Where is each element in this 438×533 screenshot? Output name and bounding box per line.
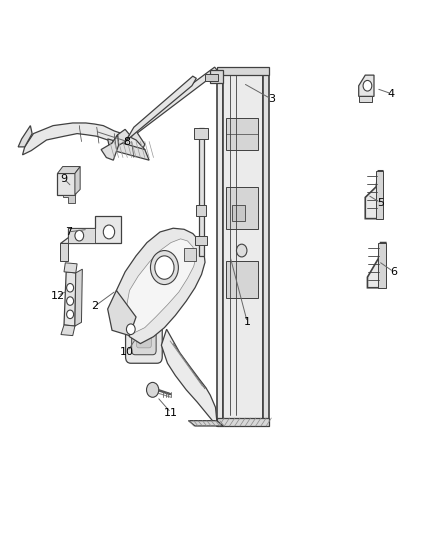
- Circle shape: [147, 382, 159, 397]
- Polygon shape: [117, 228, 205, 344]
- Polygon shape: [210, 70, 223, 83]
- Text: 7: 7: [65, 227, 72, 237]
- Polygon shape: [57, 173, 75, 195]
- Circle shape: [127, 324, 135, 335]
- Polygon shape: [57, 166, 80, 173]
- Polygon shape: [60, 243, 68, 261]
- Polygon shape: [378, 243, 386, 288]
- Circle shape: [363, 80, 372, 91]
- Text: 1: 1: [244, 317, 251, 327]
- Polygon shape: [232, 205, 245, 221]
- Text: 8: 8: [124, 136, 131, 147]
- Polygon shape: [123, 131, 145, 155]
- Text: 10: 10: [120, 346, 134, 357]
- Polygon shape: [161, 329, 217, 423]
- Circle shape: [67, 310, 74, 319]
- Polygon shape: [217, 418, 269, 426]
- Polygon shape: [205, 74, 218, 82]
- Polygon shape: [365, 171, 383, 219]
- Text: 6: 6: [390, 267, 397, 277]
- Polygon shape: [64, 263, 77, 273]
- Text: 12: 12: [50, 290, 64, 301]
- Circle shape: [237, 244, 247, 257]
- Polygon shape: [60, 216, 121, 243]
- Polygon shape: [195, 236, 207, 245]
- FancyBboxPatch shape: [132, 306, 156, 355]
- Circle shape: [103, 225, 115, 239]
- Polygon shape: [130, 67, 217, 139]
- Circle shape: [67, 297, 74, 305]
- Polygon shape: [263, 70, 269, 426]
- Polygon shape: [112, 130, 130, 146]
- Polygon shape: [188, 421, 223, 426]
- Polygon shape: [22, 123, 145, 156]
- Polygon shape: [199, 128, 204, 256]
- Polygon shape: [64, 272, 76, 326]
- Polygon shape: [223, 70, 263, 426]
- Polygon shape: [376, 171, 383, 219]
- FancyBboxPatch shape: [137, 313, 151, 348]
- Polygon shape: [217, 70, 223, 426]
- Circle shape: [150, 251, 178, 285]
- Polygon shape: [63, 195, 75, 203]
- Text: 4: 4: [388, 88, 395, 99]
- FancyBboxPatch shape: [126, 297, 162, 364]
- Polygon shape: [367, 243, 386, 288]
- Polygon shape: [108, 290, 136, 336]
- Polygon shape: [196, 205, 206, 216]
- Polygon shape: [184, 248, 196, 261]
- Circle shape: [75, 230, 84, 241]
- Circle shape: [155, 256, 174, 279]
- Polygon shape: [226, 261, 258, 298]
- Polygon shape: [61, 325, 75, 336]
- Polygon shape: [226, 118, 258, 150]
- Text: 11: 11: [164, 408, 178, 418]
- Text: 9: 9: [60, 174, 67, 184]
- Text: 5: 5: [377, 198, 384, 208]
- Polygon shape: [75, 269, 82, 326]
- Text: 3: 3: [268, 94, 275, 104]
- Polygon shape: [108, 139, 149, 160]
- Polygon shape: [75, 166, 80, 195]
- Polygon shape: [226, 187, 258, 229]
- Polygon shape: [18, 126, 32, 147]
- Polygon shape: [68, 228, 95, 243]
- Polygon shape: [359, 75, 374, 96]
- Polygon shape: [217, 67, 269, 75]
- Polygon shape: [125, 76, 196, 142]
- Polygon shape: [101, 135, 119, 160]
- Text: 2: 2: [91, 301, 98, 311]
- Polygon shape: [194, 128, 208, 139]
- Circle shape: [67, 284, 74, 292]
- Polygon shape: [125, 239, 196, 333]
- Polygon shape: [359, 96, 372, 102]
